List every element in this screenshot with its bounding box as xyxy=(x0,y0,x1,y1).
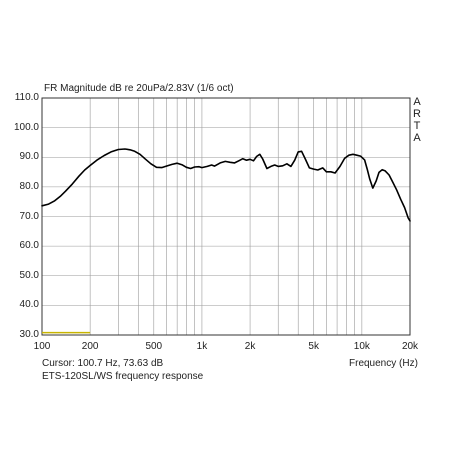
chart-title: FR Magnitude dB re 20uPa/2.83V (1/6 oct) xyxy=(44,83,234,94)
y-tick-label: 100.0 xyxy=(13,121,39,133)
x-tick-label: 200 xyxy=(81,341,99,352)
y-tick-label: 40.0 xyxy=(19,299,39,311)
brand-letter: R xyxy=(413,108,421,120)
grid xyxy=(42,98,410,335)
x-tick-label: 5k xyxy=(308,341,319,352)
brand-letter: A xyxy=(413,96,421,108)
frequency-response-line xyxy=(41,148,411,222)
y-tick-label: 90.0 xyxy=(19,151,39,163)
plot-frame xyxy=(41,97,411,336)
x-tick-label: 2k xyxy=(244,341,256,352)
x-tick-label: 500 xyxy=(145,341,163,352)
cursor-readout: Cursor: 100.7 Hz, 73.63 dB xyxy=(42,358,164,369)
y-tick-label: 80.0 xyxy=(19,180,39,192)
y-tick-label: 30.0 xyxy=(19,329,39,340)
y-tick-label: 50.0 xyxy=(19,269,39,281)
x-tick-label: 10k xyxy=(353,341,370,352)
y-tick-label: 110.0 xyxy=(14,92,39,103)
x-tick-label: 20k xyxy=(401,341,419,352)
chart-caption: ETS-120SL/WS frequency response xyxy=(42,371,204,382)
x-tick-label: 100 xyxy=(33,341,51,352)
brand-letter: A xyxy=(413,132,421,144)
x-tick-label: 1k xyxy=(196,341,208,352)
brand-letter: T xyxy=(413,120,421,132)
y-tick-label: 60.0 xyxy=(19,240,39,252)
x-axis-label: Frequency (Hz) xyxy=(349,358,418,369)
y-tick-label: 70.0 xyxy=(19,210,39,222)
